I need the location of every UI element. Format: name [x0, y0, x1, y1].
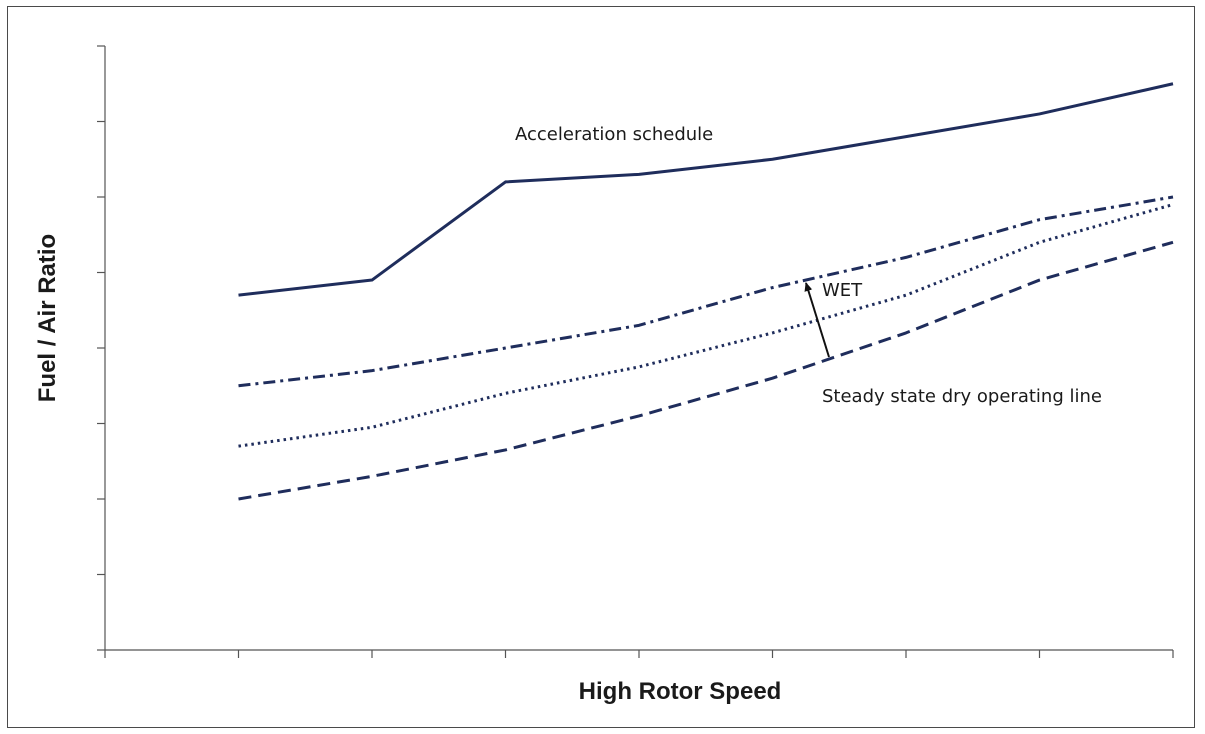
- y-axis-label: Fuel / Air Ratio: [34, 233, 61, 403]
- x-axis-label: High Rotor Speed: [578, 678, 782, 705]
- series-line-accel: [238, 82, 1174, 297]
- steady-state-label: Steady state dry operating line: [822, 386, 1102, 407]
- acceleration-schedule-label: Acceleration schedule: [515, 124, 714, 145]
- series-line-wet_upper: [238, 195, 1174, 388]
- series-line-dry: [238, 240, 1174, 501]
- wet-label: WET: [822, 280, 863, 301]
- wet-arrow: [804, 282, 830, 358]
- chart-frame: [7, 6, 1195, 728]
- series-line-wet_mid: [238, 203, 1174, 448]
